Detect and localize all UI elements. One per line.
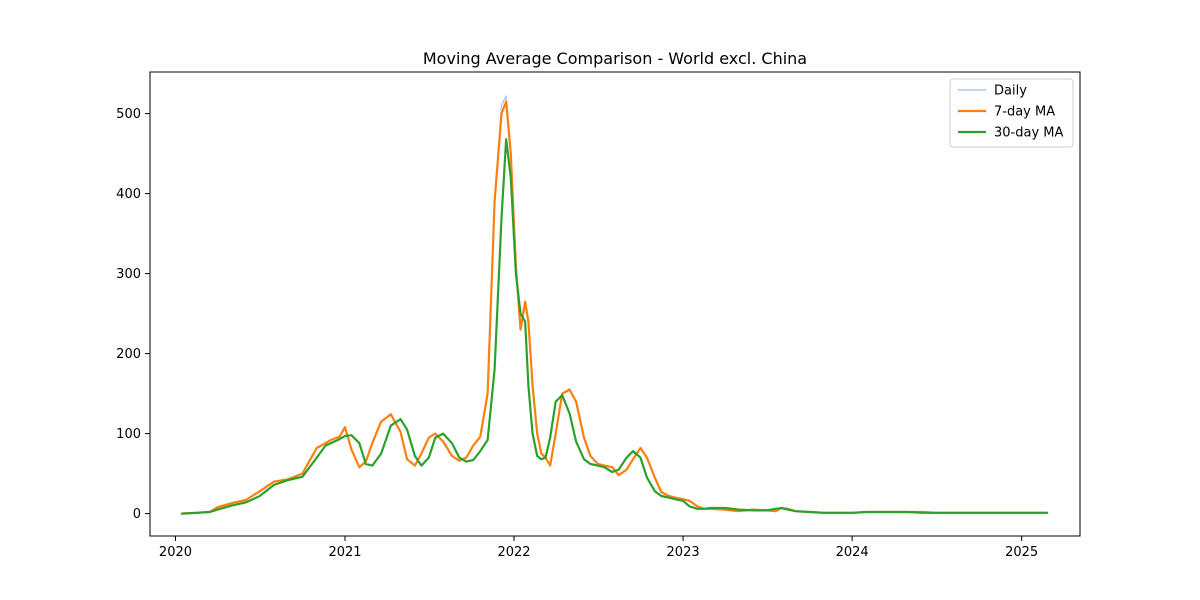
series-line-2 [180,100,1049,515]
series-layer [180,95,1049,515]
chart-title: Moving Average Comparison - World excl. … [423,49,807,68]
legend-label: 7-day MA [994,105,1055,120]
x-tick-label: 2020 [159,545,192,560]
y-tick-label: 100 [116,427,141,442]
plot-frame [149,71,1081,537]
legend-label: 30-day MA [994,126,1063,141]
y-tick-label: 200 [116,347,141,362]
legend: Daily 7-day MA 30-day MA [949,78,1074,148]
legend-label: Daily [994,84,1027,99]
axes: 2020 2021 2022 2023 2024 2025 0 100 200 300 400 500 [116,107,1038,560]
x-tick-label: 2024 [836,545,869,560]
x-tick-label: 2021 [328,545,361,560]
x-tick-label: 2023 [667,545,700,560]
y-tick-label: 500 [116,107,141,122]
series-line-3 [180,138,1049,515]
legend-box [949,78,1074,148]
series-line-1 [181,95,1048,515]
x-tick-label: 2025 [1005,545,1038,560]
x-tick-label: 2022 [497,545,530,560]
y-tick-label: 300 [116,267,141,282]
y-tick-label: 0 [133,507,141,522]
y-tick-label: 400 [116,187,141,202]
